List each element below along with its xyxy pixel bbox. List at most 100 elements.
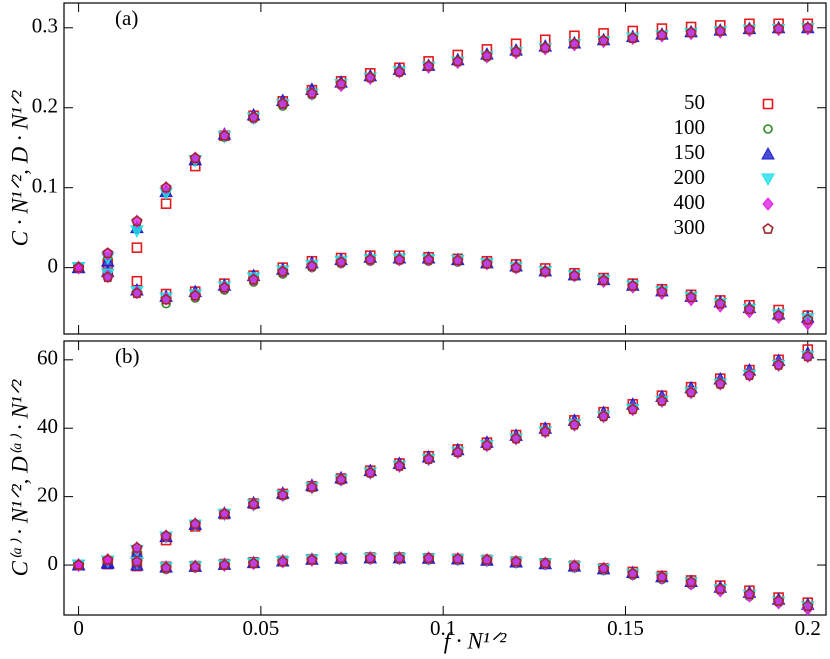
marker: [189, 518, 201, 529]
marker: [714, 377, 726, 389]
marker: [306, 87, 318, 99]
marker: [102, 247, 114, 259]
marker: [131, 287, 143, 299]
marker: [627, 32, 639, 44]
marker: [656, 394, 668, 406]
marker: [160, 561, 172, 573]
marker: [277, 488, 289, 500]
marker: [714, 583, 726, 594]
legend-label: 150: [674, 140, 706, 164]
legend-marker: [762, 98, 774, 110]
marker: [627, 280, 639, 291]
marker: [422, 60, 435, 72]
marker: [627, 403, 639, 415]
marker: [364, 71, 376, 83]
y-tick-label: 20: [37, 482, 58, 506]
marker: [247, 273, 260, 285]
marker: [452, 552, 464, 564]
panel-label: (a): [115, 6, 138, 30]
x-tick-label: 0.15: [607, 616, 644, 640]
marker: [714, 24, 726, 36]
marker: [772, 309, 785, 321]
marker: [247, 498, 260, 510]
marker: [802, 21, 814, 33]
marker: [102, 271, 114, 283]
legend-label: 300: [674, 215, 706, 239]
marker: [364, 552, 376, 564]
marker: [306, 481, 318, 492]
plot-frame: [63, 2, 827, 335]
marker: [306, 260, 318, 271]
legend-marker: [763, 124, 773, 134]
marker: [218, 559, 231, 570]
marker: [247, 111, 260, 123]
marker: [539, 557, 551, 569]
marker: [714, 297, 726, 309]
y-tick-label: 60: [37, 346, 58, 370]
marker: [364, 253, 376, 265]
marker: [160, 181, 172, 193]
legend-label: 400: [674, 190, 706, 214]
marker: [131, 541, 143, 553]
marker: [422, 253, 435, 265]
x-axis-title: f · N¹ᐟ²: [444, 628, 508, 653]
marker: [481, 49, 493, 61]
x-tick-label: 0: [73, 616, 84, 640]
legend-label: 50: [684, 90, 705, 114]
marker: [247, 557, 260, 569]
marker: [218, 507, 231, 519]
marker: [277, 555, 289, 567]
marker: [685, 291, 697, 303]
marker: [452, 446, 464, 458]
marker: [160, 529, 172, 541]
legend-marker: [762, 197, 774, 211]
marker: [335, 77, 347, 89]
marker: [743, 23, 756, 35]
y-tick-label: 0.2: [32, 94, 58, 118]
marker: [160, 198, 172, 209]
marker: [743, 588, 756, 599]
marker: [393, 65, 406, 77]
y-axis-title: C · N¹ᐟ², D · N¹ᐟ²: [7, 90, 32, 247]
marker: [218, 129, 231, 141]
marker: [685, 26, 697, 38]
marker: [568, 418, 581, 430]
marker: [597, 34, 610, 46]
marker: [510, 432, 522, 444]
y-tick-label: 0.1: [32, 174, 58, 198]
marker: [627, 567, 639, 579]
marker: [656, 285, 668, 297]
marker: [510, 261, 522, 273]
marker: [656, 28, 668, 40]
marker: [568, 269, 581, 281]
marker: [802, 350, 814, 362]
marker: [685, 386, 697, 398]
marker: [539, 425, 551, 437]
marker: [364, 466, 376, 478]
marker: [597, 562, 610, 574]
marker: [452, 55, 464, 67]
marker: [393, 253, 406, 265]
marker: [802, 313, 814, 325]
marker: [597, 410, 610, 422]
marker: [422, 552, 435, 564]
marker: [539, 265, 551, 277]
plot-frame: [63, 340, 827, 616]
marker: [131, 555, 143, 567]
marker: [481, 257, 493, 269]
marker: [568, 560, 581, 571]
marker: [393, 459, 406, 471]
y-tick-label: 40: [37, 414, 58, 438]
marker: [189, 289, 201, 301]
marker: [568, 37, 581, 49]
marker: [772, 594, 785, 606]
marker: [335, 473, 347, 485]
marker: [131, 242, 143, 253]
marker: [422, 453, 435, 464]
marker: [131, 215, 143, 227]
legend-marker: [761, 146, 775, 160]
marker: [72, 559, 85, 570]
panel-label: (b): [115, 344, 140, 368]
marker: [597, 274, 610, 286]
y-axis-title: C⁽ᵃ⁾ · N¹ᐟ², D⁽ᵃ⁾ · N¹ᐟ²: [7, 379, 32, 577]
